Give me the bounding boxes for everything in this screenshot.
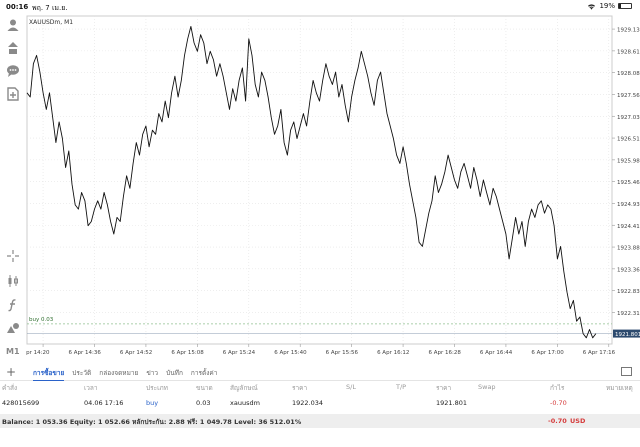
tab-list: การซื้อขาย ประวัติ กล่องจดหมาย ข่าว บันทึก กา…: [33, 368, 217, 381]
y-tick-label: 1923.360: [617, 267, 640, 273]
x-tick-label: 6 Apr 14:36: [69, 350, 102, 356]
x-tick-label: 6 Apr 15:56: [326, 350, 359, 356]
y-tick-label: 1926.510: [617, 137, 640, 143]
column-header: สัญลักษณ์: [230, 384, 258, 392]
add-chart-icon[interactable]: [5, 86, 21, 102]
price-chart[interactable]: 1929.135 1928.610 1928.085 1927.560 1927.035…: [26, 14, 640, 360]
column-header: ประเภท: [146, 384, 168, 392]
y-tick-label: 1923.885: [617, 246, 640, 252]
chart-symbol-label: XAUUSDm, M1: [29, 19, 73, 26]
y-tick-label: 1928.610: [617, 49, 640, 55]
y-tick-label: 1925.460: [617, 180, 640, 186]
panel-layout-icon[interactable]: [621, 367, 632, 376]
price-line-series: [26, 25, 597, 339]
column-header: Swap: [478, 383, 496, 391]
x-tick-label: 6 Apr 14:52: [120, 350, 152, 356]
status-bar: 00:16 พฤ. 7 เม.ย. 19%: [0, 0, 640, 14]
wifi-icon: [588, 3, 596, 10]
trade-line-label: buy 0.03: [29, 317, 54, 323]
y-tick-label: 1927.560: [617, 93, 640, 99]
total-profit: -0.70: [548, 417, 567, 425]
add-order-button[interactable]: +: [6, 365, 17, 379]
balance-bar: Balance: 1 053.36 Equity: 1 052.66 หลักป…: [0, 414, 640, 428]
chat-icon[interactable]: [5, 63, 21, 79]
tab-5[interactable]: การตั้งค่า: [190, 369, 218, 377]
y-tick-label: 1928.085: [617, 71, 640, 77]
y-tick-label: 1922.835: [617, 289, 640, 295]
cell-profit: -0.70: [550, 399, 567, 407]
column-header: ราคา: [436, 384, 452, 392]
cell-price: 1922.034: [292, 399, 324, 407]
tab-1[interactable]: ประวัติ: [72, 369, 92, 377]
candle-type-icon[interactable]: [5, 273, 21, 289]
indicator-icon[interactable]: [5, 297, 21, 313]
tab-3[interactable]: ข่าว: [146, 369, 159, 377]
bottom-tab-bar: + การซื้อขาย ประวัติ กล่องจดหมาย ข่าว บันทึก…: [0, 364, 640, 381]
cell-order: 428015699: [2, 399, 40, 407]
table-row[interactable]: 428015699 04.06 17:16 buy 0.03 xauusdm 1922.0…: [0, 399, 640, 411]
chart-canvas[interactable]: 1929.135 1928.610 1928.085 1927.560 1927.035…: [26, 14, 640, 360]
y-tick-label: 1925.985: [617, 158, 640, 164]
tab-0[interactable]: การซื้อขาย: [33, 368, 65, 381]
x-tick-label: 6 Apr 15:24: [223, 350, 256, 356]
column-header: S/L: [346, 383, 356, 391]
status-time: 00:16: [6, 3, 29, 11]
x-tick-label: 6 Apr 16:12: [377, 350, 409, 356]
cell-time: 04.06 17:16: [84, 399, 124, 407]
y-tick-label: 1929.135: [617, 28, 640, 34]
left-toolbar: M1: [0, 14, 26, 360]
column-header: ราคา: [292, 384, 308, 392]
battery-icon: [618, 3, 632, 9]
cell-current-price: 1921.801: [436, 399, 468, 407]
currency-label: USD: [570, 417, 586, 425]
cell-type: buy: [146, 399, 159, 407]
trade-icon[interactable]: [5, 40, 21, 56]
column-header: ขนาด: [196, 384, 213, 392]
y-tick-label: 1924.410: [617, 224, 640, 230]
status-date: พฤ. 7 เม.ย.: [32, 4, 68, 12]
y-tick-label: 1927.035: [617, 115, 640, 121]
x-tick-label: 6 Apr 15:08: [171, 350, 204, 356]
cell-size: 0.03: [196, 399, 211, 407]
column-header: เวลา: [84, 384, 98, 392]
battery-percent: 19%: [599, 2, 615, 10]
column-header: คำสั่ง: [2, 384, 18, 392]
status-right: 19%: [587, 2, 632, 10]
y-tick-label: 1924.935: [617, 202, 640, 208]
x-tick-label: 6 Apr 16:44: [480, 350, 513, 356]
current-price-tag: [613, 329, 640, 338]
column-header: T/P: [396, 383, 407, 391]
x-tick-label: 6 Apr 17:00: [531, 350, 564, 356]
balance-text: Balance: 1 053.36 Equity: 1 052.66 หลักป…: [2, 418, 302, 426]
trade-table-header: คำสั่ง เวลา ประเภท ขนาด สัญลักษณ์ ราคา S/L T/P ร…: [0, 383, 640, 395]
cell-symbol: xauusdm: [230, 399, 260, 407]
timeframe-label[interactable]: M1: [6, 347, 20, 356]
x-tick-label: 6 Apr 17:16: [583, 350, 616, 356]
objects-icon[interactable]: [5, 320, 21, 336]
current-price-label: 1921.801: [615, 332, 640, 338]
x-tick-label: 6 Apr 16:28: [429, 350, 462, 356]
column-header: กำไร: [550, 384, 565, 392]
y-tick-label: 1922.310: [617, 311, 640, 317]
tab-4[interactable]: บันทึก: [166, 369, 183, 377]
plot-frame: [26, 15, 613, 345]
tab-2[interactable]: กล่องจดหมาย: [99, 369, 139, 377]
column-header: หมายเหตุ: [606, 384, 633, 392]
crosshair-icon[interactable]: [5, 248, 21, 264]
x-tick-label: 6 Apr 15:40: [274, 350, 307, 356]
account-icon[interactable]: [5, 17, 21, 33]
x-tick-label: 6 Apr 14:20: [26, 350, 50, 356]
